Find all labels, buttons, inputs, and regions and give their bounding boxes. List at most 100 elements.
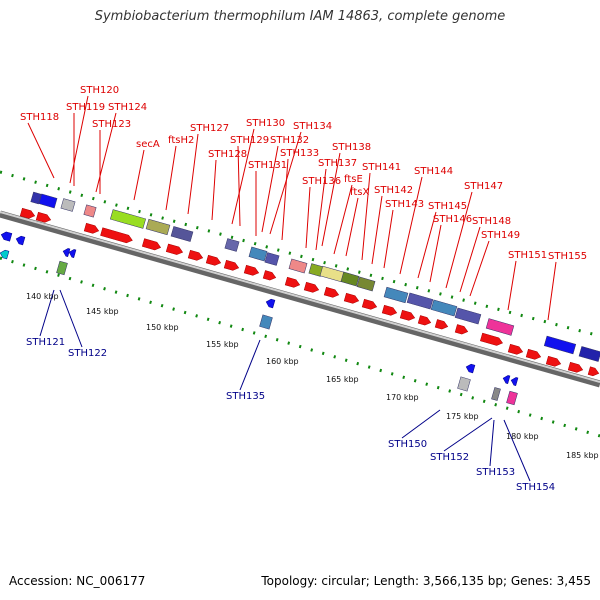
reverse-gene-arrow xyxy=(62,248,71,257)
leader-line xyxy=(69,95,89,184)
leader-line xyxy=(469,240,490,297)
kbp-tick-label: 140 kbp xyxy=(26,292,59,301)
leader-line xyxy=(211,159,217,221)
gene-feature-box xyxy=(340,271,360,287)
gene-label-sth144: STH144 xyxy=(414,166,453,177)
gene-label-sth121: STH121 xyxy=(26,337,65,348)
gene-label-sth149: STH149 xyxy=(481,230,520,241)
gene-label-sth122: STH122 xyxy=(68,348,107,359)
kbp-tick-label: 165 kbp xyxy=(326,375,359,384)
gene-label-sth130: STH130 xyxy=(246,118,285,129)
leader-line xyxy=(371,195,383,265)
reverse-gene-arrow xyxy=(510,377,519,386)
leader-line xyxy=(361,172,371,261)
leader-line xyxy=(231,128,255,225)
forward-gene-arrow xyxy=(262,270,277,281)
leader-line xyxy=(417,211,437,279)
forward-gene-arrow xyxy=(243,264,260,276)
leader-line xyxy=(165,145,177,211)
gene-label-sth119: STH119 xyxy=(66,102,105,113)
kbp-tick-labels: 140 kbp 145 kbp 150 kbp 155 kbp 160 kbp 165 k… xyxy=(26,292,599,460)
kbp-tick-label: 170 kbp xyxy=(386,393,419,402)
gene-feature-box xyxy=(506,390,518,406)
gene-feature-box xyxy=(83,204,97,218)
gene-feature-box xyxy=(170,226,194,242)
kbp-tick-label: 175 kbp xyxy=(446,412,479,421)
gene-label-sth129: STH129 xyxy=(230,135,269,146)
leader-line xyxy=(445,191,473,289)
leader-line xyxy=(39,289,55,337)
gene-feature-box xyxy=(248,246,268,262)
gene-label-sth146: STH146 xyxy=(433,214,472,225)
gene-label-sth127: STH127 xyxy=(190,123,229,134)
forward-gene-arrow xyxy=(417,315,432,326)
gene-label-sth128: STH128 xyxy=(208,149,247,160)
gene-feature-box xyxy=(288,258,308,274)
leader-line xyxy=(547,261,557,321)
leader-line xyxy=(443,417,493,452)
gene-feature-box xyxy=(454,307,482,325)
leader-line xyxy=(187,133,199,215)
gene-label-sth135: STH135 xyxy=(226,391,265,402)
gene-feature-box xyxy=(383,286,409,304)
reverse-gene-arrow xyxy=(15,235,26,246)
gene-feature-box xyxy=(38,193,58,209)
gene-feature-box xyxy=(60,198,76,212)
gene-feature-box xyxy=(109,209,147,229)
gene-feature-box xyxy=(406,292,434,310)
leader-line xyxy=(503,419,531,482)
forward-gene-arrow xyxy=(587,366,600,377)
gene-label-sth153: STH153 xyxy=(476,467,515,478)
page-title: Symbiobacterium thermophilum IAM 14863, … xyxy=(94,9,506,24)
gene-feature-box xyxy=(259,314,273,330)
gene-label-ftsx: ftsX xyxy=(350,187,369,198)
reverse-gene-arrow xyxy=(502,375,511,384)
gene-feature-box xyxy=(356,276,376,292)
leader-line xyxy=(459,226,481,293)
gene-label-sth138: STH138 xyxy=(332,142,371,153)
leader-line xyxy=(401,409,441,439)
reverse-gene-arrow xyxy=(465,363,476,374)
forward-gene-arrow xyxy=(567,361,584,373)
gene-label-sth123: STH123 xyxy=(92,119,131,130)
leader-line xyxy=(321,152,341,247)
gene-label-sth134: STH134 xyxy=(293,121,332,132)
forward-gene-arrow xyxy=(223,259,240,271)
gene-label-sth118: STH118 xyxy=(20,112,59,123)
forward-gene-arrow xyxy=(480,332,503,346)
forward-gene-arrow xyxy=(507,343,524,355)
leader-line xyxy=(315,168,327,251)
reverse-gene-arrow xyxy=(68,249,77,258)
gene-label-sth150: STH150 xyxy=(388,439,427,450)
forward-gene-arrow xyxy=(83,222,100,234)
gene-feature-box xyxy=(485,318,515,336)
leader-line xyxy=(489,419,495,467)
reverse-gene-arrow xyxy=(0,249,10,260)
forward-gene-arrow xyxy=(343,292,360,304)
leader-line xyxy=(27,122,55,179)
leader-line xyxy=(345,197,359,257)
kbp-tick-label: 145 kbp xyxy=(86,307,119,316)
gene-label-sth148: STH148 xyxy=(472,216,511,227)
leader-line xyxy=(429,224,442,283)
gene-label-sth136: STH136 xyxy=(302,176,341,187)
kbp-tick-label: 160 kbp xyxy=(266,357,299,366)
label-leader-lines xyxy=(27,95,557,482)
forward-gene-arrow xyxy=(323,286,340,298)
leader-line xyxy=(269,131,302,235)
gene-label-sth152: STH152 xyxy=(430,452,469,463)
gene-feature-box xyxy=(491,387,501,401)
gene-label-sth141: STH141 xyxy=(362,162,401,173)
genome-summary-text: Topology: circular; Length: 3,566,135 bp… xyxy=(261,574,591,588)
leader-line xyxy=(305,186,311,249)
leader-line xyxy=(239,339,261,391)
kbp-tick-label: 155 kbp xyxy=(206,340,239,349)
forward-gene-arrow xyxy=(205,254,222,266)
gene-label-sth133: STH133 xyxy=(280,148,319,159)
gene-label-sth151: STH151 xyxy=(508,250,547,261)
gene-feature-box xyxy=(430,299,458,317)
gene-label-sth155: STH155 xyxy=(548,251,587,262)
gene-feature-box xyxy=(457,376,471,392)
